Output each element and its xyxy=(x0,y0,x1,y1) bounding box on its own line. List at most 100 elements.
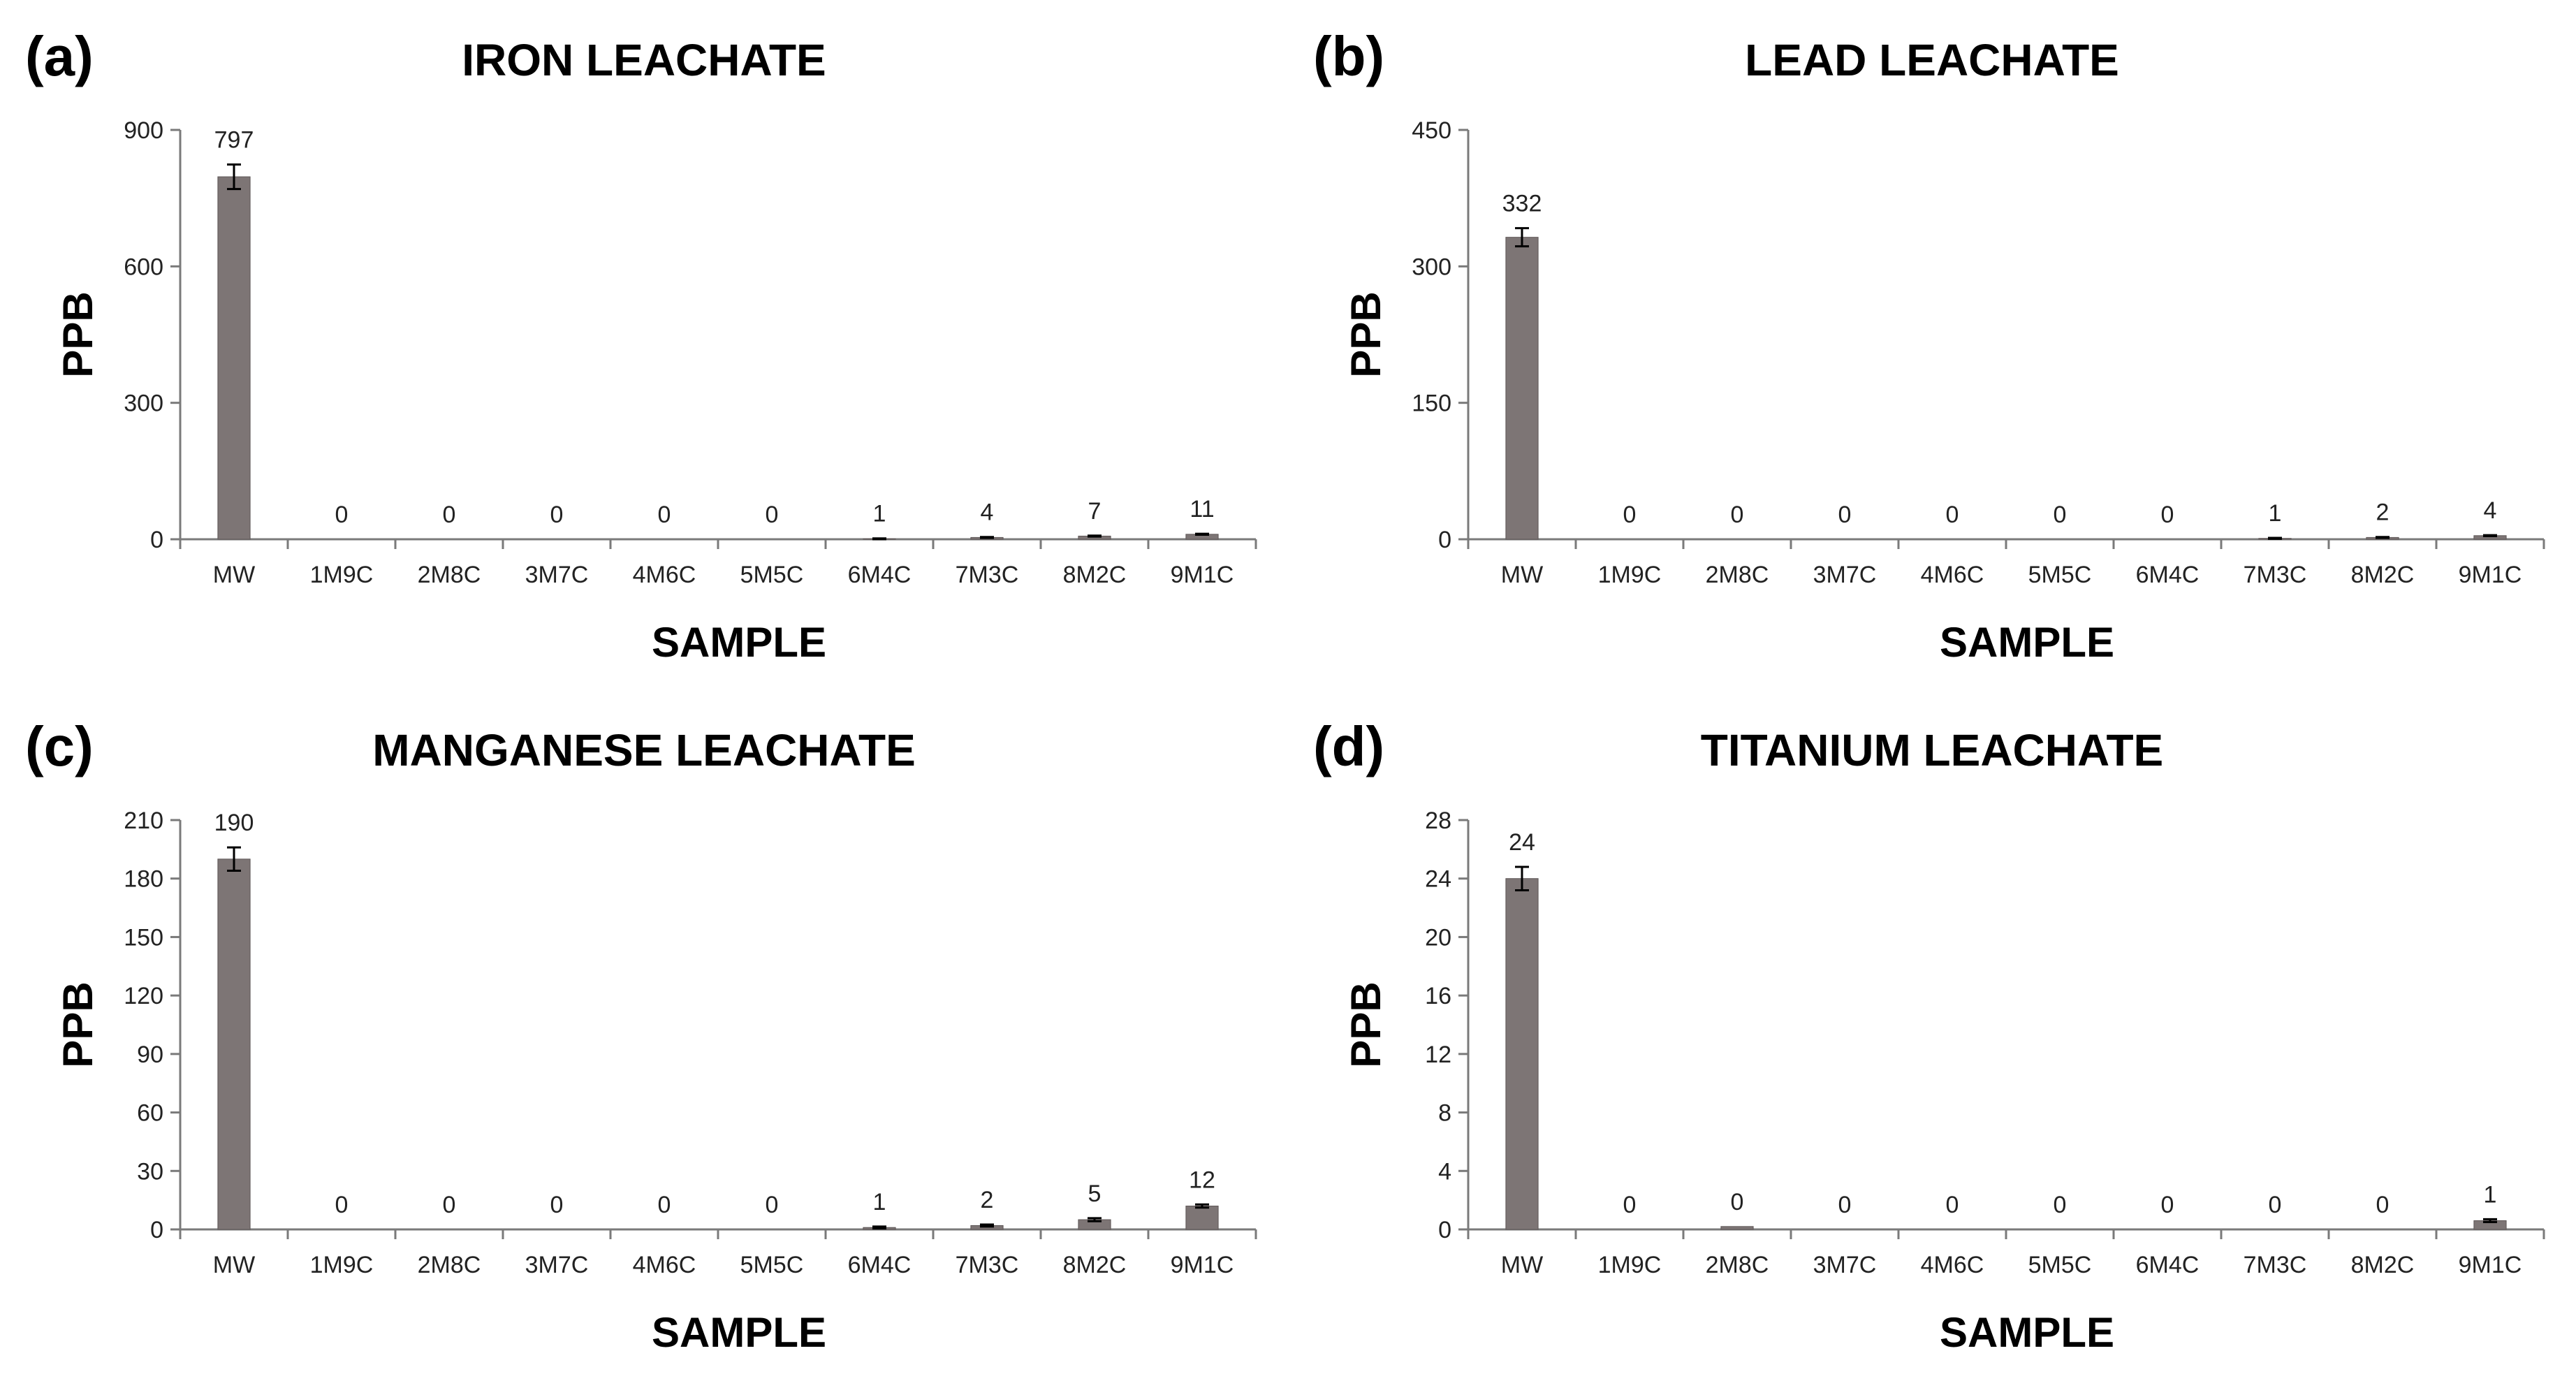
chart-panel-titanium: (d) TITANIUM LEACHATE PPB SAMPLE 0 4 8 12 16 20 24… xyxy=(1288,690,2576,1380)
data-label: 0 xyxy=(550,1192,564,1218)
data-label: 1 xyxy=(2269,500,2282,527)
x-tick-label: 4M6C xyxy=(633,562,696,588)
x-axis-label: SAMPLE xyxy=(652,1309,826,1356)
x-tick-label: MW xyxy=(1501,562,1543,588)
x-tick-label: 4M6C xyxy=(633,1252,696,1278)
y-axis-label: PPB xyxy=(54,291,101,377)
x-tick-label: 8M2C xyxy=(1063,1252,1127,1278)
data-label: 0 xyxy=(2161,1192,2174,1218)
data-label: 11 xyxy=(1190,496,1214,523)
chart-svg-manganese: (c) MANGANESE LEACHATEPPBSAMPLE0306090120… xyxy=(25,715,1257,1356)
x-tick-label: 6M4C xyxy=(848,1252,912,1278)
y-tick-label: 28 xyxy=(1425,808,1451,834)
y-tick-label: 12 xyxy=(1425,1042,1451,1068)
chart-panel-iron: (a) IRON LEACHATE PPB SAMPLE 0 300 600 900 797 MW… xyxy=(0,0,1288,690)
data-label: 0 xyxy=(1946,1192,1959,1218)
data-label: 0 xyxy=(2054,502,2067,528)
x-tick-label: 6M4C xyxy=(2136,562,2200,588)
x-tick-label: 8M2C xyxy=(1063,562,1127,588)
x-tick-label: 9M1C xyxy=(1171,562,1234,588)
data-label: 0 xyxy=(1731,502,1744,528)
data-label: 332 xyxy=(1502,191,1542,217)
panel-label: (c) xyxy=(25,715,94,777)
data-label: 0 xyxy=(2269,1192,2282,1218)
y-tick-label: 0 xyxy=(1438,527,1451,553)
bar-manganese-mw xyxy=(217,858,251,1230)
x-tick-label: 2M8C xyxy=(1706,1252,1769,1278)
y-tick-label: 4 xyxy=(1438,1158,1451,1185)
y-tick-label: 120 xyxy=(124,983,163,1009)
data-label: 0 xyxy=(1623,502,1637,528)
data-label: 24 xyxy=(1509,829,1535,856)
x-axis-label: SAMPLE xyxy=(1940,619,2114,666)
x-tick-label: MW xyxy=(213,562,255,588)
data-label: 1 xyxy=(873,501,886,527)
x-tick-label: 9M1C xyxy=(1171,1252,1234,1278)
chart-panel-lead: (b) LEAD LEACHATE PPB SAMPLE 0 150 300 450 332 MW… xyxy=(1288,0,2576,690)
data-label: 797 xyxy=(214,126,254,153)
data-label: 2 xyxy=(981,1187,994,1213)
y-tick-label: 180 xyxy=(124,866,163,893)
data-label: 0 xyxy=(443,1192,456,1218)
x-tick-label: 2M8C xyxy=(418,1252,481,1278)
data-label: 1 xyxy=(2484,1181,2497,1208)
data-label: 0 xyxy=(766,502,779,528)
x-tick-label: 1M9C xyxy=(1598,562,1662,588)
data-label: 0 xyxy=(2376,1192,2390,1218)
x-tick-label: 5M5C xyxy=(740,1252,804,1278)
y-tick-label: 24 xyxy=(1425,866,1451,893)
x-tick-label: 1M9C xyxy=(310,1252,374,1278)
chart-title: MANGANESE LEACHATE xyxy=(372,725,916,775)
y-tick-label: 0 xyxy=(150,1217,163,1243)
x-tick-label: 7M3C xyxy=(2244,1252,2307,1278)
y-tick-label: 30 xyxy=(137,1158,163,1185)
x-tick-label: MW xyxy=(1501,1252,1543,1278)
data-label: 12 xyxy=(1189,1167,1215,1193)
y-tick-label: 600 xyxy=(124,254,163,280)
data-label: 0 xyxy=(335,502,349,528)
y-tick-label: 300 xyxy=(1412,254,1451,280)
panel-label: (d) xyxy=(1313,715,1384,777)
x-tick-label: 2M8C xyxy=(1706,562,1769,588)
x-tick-label: 2M8C xyxy=(418,562,481,588)
y-tick-label: 60 xyxy=(137,1100,163,1127)
y-tick-label: 0 xyxy=(150,527,163,553)
chart-svg-iron: (a) IRON LEACHATE PPB SAMPLE 0 300 600 900 797 MW… xyxy=(25,25,1257,666)
x-tick-label: 5M5C xyxy=(2028,562,2092,588)
x-tick-label: 1M9C xyxy=(310,562,374,588)
x-tick-label: 9M1C xyxy=(2459,1252,2522,1278)
x-tick-label: 7M3C xyxy=(2244,562,2307,588)
x-tick-label: 1M9C xyxy=(1598,1252,1662,1278)
y-tick-label: 8 xyxy=(1438,1100,1451,1127)
x-tick-label: 4M6C xyxy=(1921,562,1984,588)
y-tick-label: 20 xyxy=(1425,924,1451,951)
x-tick-label: 6M4C xyxy=(848,562,912,588)
data-label: 5 xyxy=(1088,1181,1102,1207)
y-tick-label: 150 xyxy=(124,924,163,951)
x-tick-label: 5M5C xyxy=(740,562,804,588)
data-label: 190 xyxy=(214,810,254,836)
chart-panel-manganese: (c) MANGANESE LEACHATE PPB SAMPLE 0 30 60 90 120… xyxy=(0,690,1288,1380)
bar-titanium-2m8c xyxy=(1720,1226,1754,1230)
x-axis-label: SAMPLE xyxy=(1940,1309,2114,1356)
data-label: 0 xyxy=(1838,1192,1852,1218)
x-tick-label: 9M1C xyxy=(2459,562,2522,588)
data-label: 0 xyxy=(658,502,671,528)
data-label: 2 xyxy=(2376,499,2390,526)
chart-title: IRON LEACHATE xyxy=(462,35,826,85)
bar-titanium-mw xyxy=(1505,878,1539,1230)
chart-svg-lead: (b) LEAD LEACHATE PPB SAMPLE 0 150 300 450 332 MW… xyxy=(1313,25,2545,666)
data-label: 7 xyxy=(1088,498,1102,525)
y-tick-label: 16 xyxy=(1425,983,1451,1009)
data-label: 0 xyxy=(1623,1192,1637,1218)
x-tick-label: 8M2C xyxy=(2351,562,2415,588)
data-label: 0 xyxy=(335,1192,349,1218)
x-tick-label: 3M7C xyxy=(525,562,589,588)
chart-svg-titanium: (d) TITANIUM LEACHATE PPB SAMPLE 0 4 8 12 16 20 24… xyxy=(1313,715,2545,1356)
chart-title: LEAD LEACHATE xyxy=(1745,35,2119,85)
data-label: 0 xyxy=(1838,502,1852,528)
x-tick-label: 7M3C xyxy=(956,1252,1019,1278)
data-label: 0 xyxy=(443,502,456,528)
bar-iron-mw xyxy=(217,176,251,540)
x-axis-label: SAMPLE xyxy=(652,619,826,666)
